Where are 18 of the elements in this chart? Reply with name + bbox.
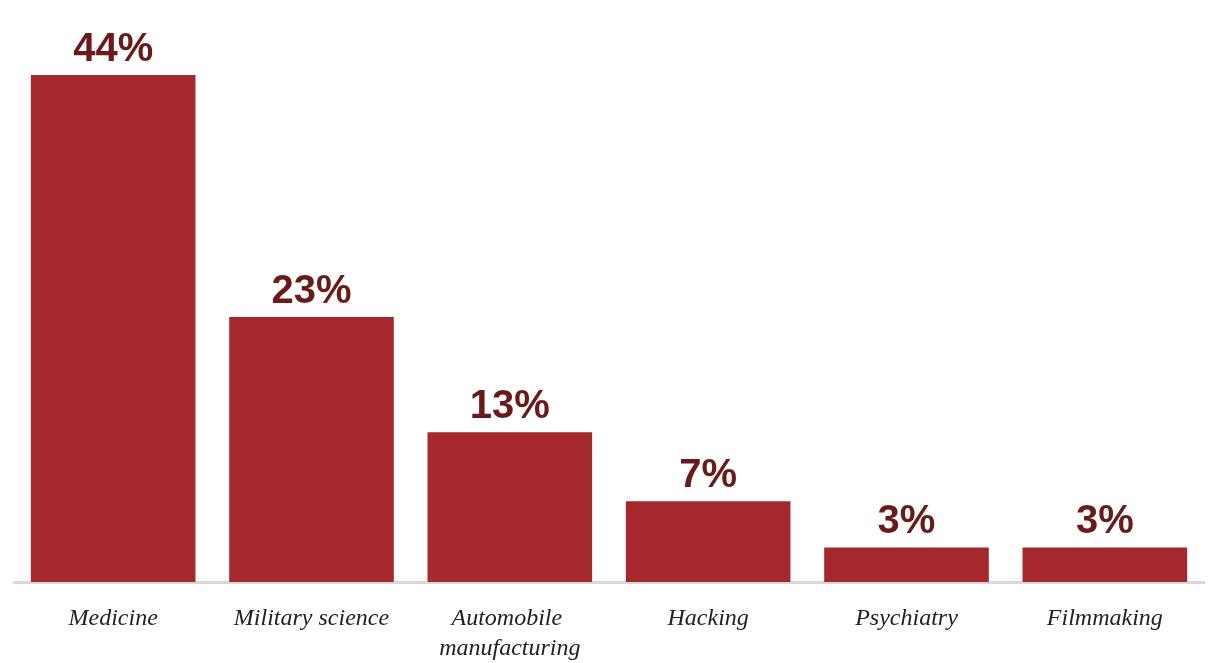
x-tick-label: Hacking [666,604,749,630]
bar [427,432,593,582]
data-label: 3% [1075,497,1134,542]
bar [229,316,394,582]
bar [625,501,791,582]
data-label: 23% [271,266,352,311]
x-tick-label: Medicine [67,604,159,630]
data-label: 7% [679,451,738,496]
x-tick-label: Psychiatry [854,604,959,630]
x-tick-label: Military science [232,604,390,630]
bar [1022,547,1188,582]
bar [824,547,989,582]
bar [30,75,196,582]
x-tick-label: Filmmaking [1045,604,1163,630]
x-tick-label: Automobile manufacturing [439,604,581,660]
data-label: 3% [877,497,936,542]
data-label: 13% [469,382,550,427]
data-label: 44% [73,25,154,69]
